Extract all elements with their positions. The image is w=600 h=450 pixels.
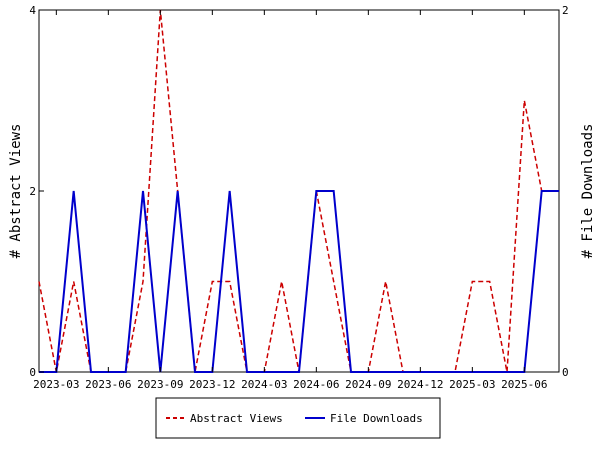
y-left-tick-label-2: 2	[29, 185, 36, 198]
legend: Abstract Views File Downloads	[155, 397, 441, 439]
legend-label-abstract-views: Abstract Views	[190, 412, 283, 425]
legend-label-file-downloads: File Downloads	[330, 412, 423, 425]
plot-area	[38, 9, 560, 373]
x-tick-label-2023-03: 2023-03	[33, 378, 79, 391]
x-tick-label-2025-03: 2025-03	[449, 378, 495, 391]
x-tick-label-2023-12: 2023-12	[189, 378, 235, 391]
x-tick-label-2024-12: 2024-12	[397, 378, 443, 391]
legend-box	[155, 397, 441, 439]
y-right-tick-label-2: 2	[562, 4, 569, 17]
y-right-tick-label-0: 0	[562, 366, 569, 379]
x-tick-label-2025-06: 2025-06	[501, 378, 547, 391]
x-tick-label-2024-03: 2024-03	[241, 378, 287, 391]
x-tick-label-2024-06: 2024-06	[293, 378, 339, 391]
y-left-tick-label-4: 4	[29, 4, 36, 17]
y-axis-right-title: # File Downloads	[580, 124, 596, 259]
x-tick-label-2023-06: 2023-06	[85, 378, 131, 391]
x-tick-label-2024-09: 2024-09	[345, 378, 391, 391]
y-left-tick-label-0: 0	[29, 366, 36, 379]
y-axis-left-title: # Abstract Views	[8, 124, 24, 259]
x-tick-label-2023-09: 2023-09	[137, 378, 183, 391]
ticks-layer: 2023-03 2023-06 2023-09 2023-12 2024-03 2024-…	[29, 4, 568, 391]
